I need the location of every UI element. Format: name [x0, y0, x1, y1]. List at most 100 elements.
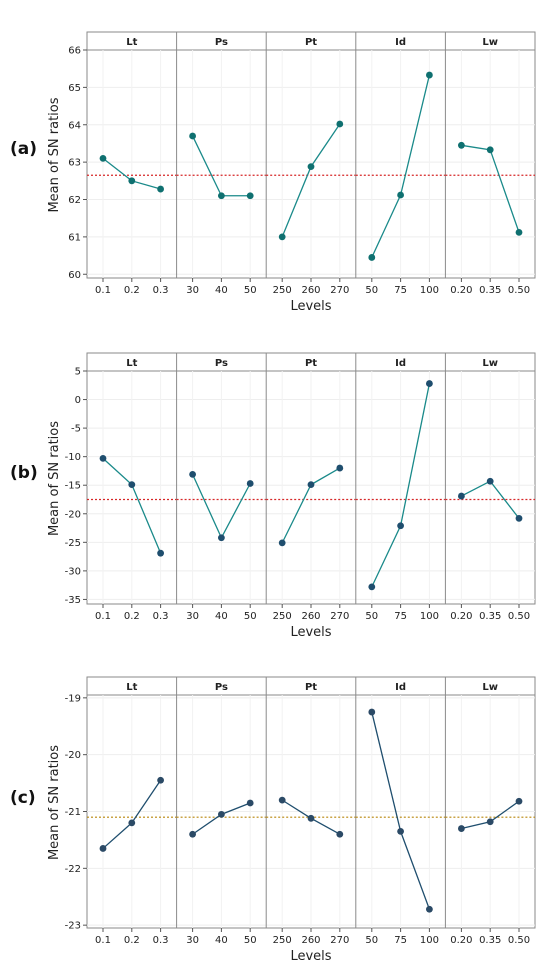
x-tick-label: 260: [301, 285, 320, 296]
facet-title: Lt: [126, 682, 137, 693]
data-point: [515, 514, 523, 522]
facet-3: Id 50 75 100: [355, 677, 446, 946]
facet-4: Lw 0.20 0.35 0.50: [444, 32, 535, 296]
facet-2: Pt 250 260 270: [265, 32, 356, 296]
y-tick-label: -23: [65, 921, 81, 932]
data-point: [486, 818, 494, 826]
data-point: [458, 492, 465, 500]
facet-title: Lw: [482, 37, 498, 48]
data-point: [218, 192, 225, 200]
data-point: [515, 797, 523, 805]
data-point: [246, 192, 254, 200]
x-tick-label: 30: [186, 935, 199, 946]
data-point: [189, 470, 197, 478]
facet-title: Lt: [126, 37, 137, 48]
y-tick-label: -19: [65, 693, 81, 704]
data-point: [426, 71, 433, 79]
x-tick-label: 75: [394, 285, 407, 296]
y-tick-label: -20: [65, 509, 81, 520]
data-point: [99, 845, 107, 852]
data-point: [307, 481, 315, 489]
data-point: [397, 827, 404, 835]
x-tick-label: 250: [273, 935, 292, 946]
x-tick-label: 50: [365, 611, 378, 622]
facet-0: Lt 0.1 0.2 0.3: [87, 682, 177, 946]
x-tick-label: 30: [186, 611, 199, 622]
data-point: [128, 819, 136, 827]
data-point: [157, 549, 165, 557]
x-tick-label: 0.20: [450, 935, 472, 946]
data-point: [99, 154, 107, 162]
facet-title: Id: [395, 358, 406, 369]
data-point: [336, 830, 344, 838]
x-tick-label: 270: [330, 611, 349, 622]
data-point: [397, 191, 404, 199]
facet-title: Lw: [482, 358, 498, 369]
x-axis-title: Levels: [290, 625, 331, 640]
data-point: [157, 185, 165, 193]
y-axis-title: Mean of SN ratios: [47, 97, 62, 212]
data-point: [278, 796, 286, 804]
facet-1: Ps 30 40 50: [176, 353, 267, 622]
facet-4: Lw 0.20 0.35 0.50: [444, 353, 535, 622]
y-tick-label: 0: [75, 395, 81, 406]
x-tick-label: 0.35: [479, 285, 501, 296]
panel-label: (c): [10, 788, 36, 808]
y-tick-label: -22: [65, 864, 81, 875]
facet-1: Ps 30 40 50: [176, 32, 267, 296]
y-axis-title: Mean of SN ratios: [47, 421, 62, 536]
facet-3: Id 50 75 100: [355, 32, 446, 296]
x-tick-label: 0.20: [450, 611, 472, 622]
y-tick-label: 60: [68, 270, 81, 281]
x-tick-label: 0.50: [508, 935, 530, 946]
data-point: [278, 233, 286, 241]
y-tick-label: 66: [68, 46, 81, 57]
x-tick-label: 0.2: [124, 611, 140, 622]
data-point: [189, 830, 197, 838]
y-tick-label: 63: [68, 158, 81, 169]
x-tick-label: 100: [420, 611, 439, 622]
chart-panel-2: -19 -20 -21 -22 -23 Lt 0.1 0.2 0.3 Ps 30 40 50 Pt 250 2…: [10, 676, 536, 964]
panel-label: (b): [10, 463, 38, 483]
facet-3: Id 50 75 100: [355, 353, 446, 622]
data-point: [99, 454, 107, 462]
x-tick-label: 0.35: [479, 935, 501, 946]
x-tick-label: 250: [273, 611, 292, 622]
data-point: [515, 229, 523, 236]
facet-0: Lt 0.1 0.2 0.3: [87, 358, 177, 622]
x-tick-label: 40: [215, 611, 228, 622]
data-point: [368, 254, 376, 261]
y-tick-label: -15: [65, 481, 81, 492]
facet-2: Pt 250 260 270: [265, 677, 356, 946]
panel-label: (a): [10, 139, 37, 159]
data-point: [278, 539, 286, 547]
data-point: [368, 708, 376, 716]
data-point: [246, 799, 254, 807]
y-tick-label: 64: [68, 120, 81, 131]
data-point: [458, 825, 465, 832]
facet-4: Lw 0.20 0.35 0.50: [444, 677, 535, 946]
x-tick-label: 0.2: [124, 935, 140, 946]
data-point: [336, 120, 344, 128]
facet-title: Ps: [215, 358, 228, 369]
x-tick-label: 0.35: [479, 611, 501, 622]
x-tick-label: 0.50: [508, 285, 530, 296]
data-point: [307, 814, 315, 822]
data-point: [368, 583, 376, 591]
facet-title: Pt: [305, 682, 317, 693]
data-point: [397, 522, 404, 530]
facet-title: Ps: [215, 37, 228, 48]
data-point: [307, 163, 315, 171]
data-point: [218, 810, 225, 818]
facet-title: Pt: [305, 358, 317, 369]
data-point: [128, 481, 136, 489]
x-tick-label: 40: [215, 935, 228, 946]
y-tick-label: -35: [65, 595, 81, 606]
facet-title: Pt: [305, 37, 317, 48]
facet-title: Lt: [126, 358, 137, 369]
x-tick-label: 50: [244, 935, 257, 946]
y-tick-label: -25: [65, 538, 81, 549]
y-tick-label: 65: [68, 83, 81, 94]
data-point: [458, 141, 465, 149]
